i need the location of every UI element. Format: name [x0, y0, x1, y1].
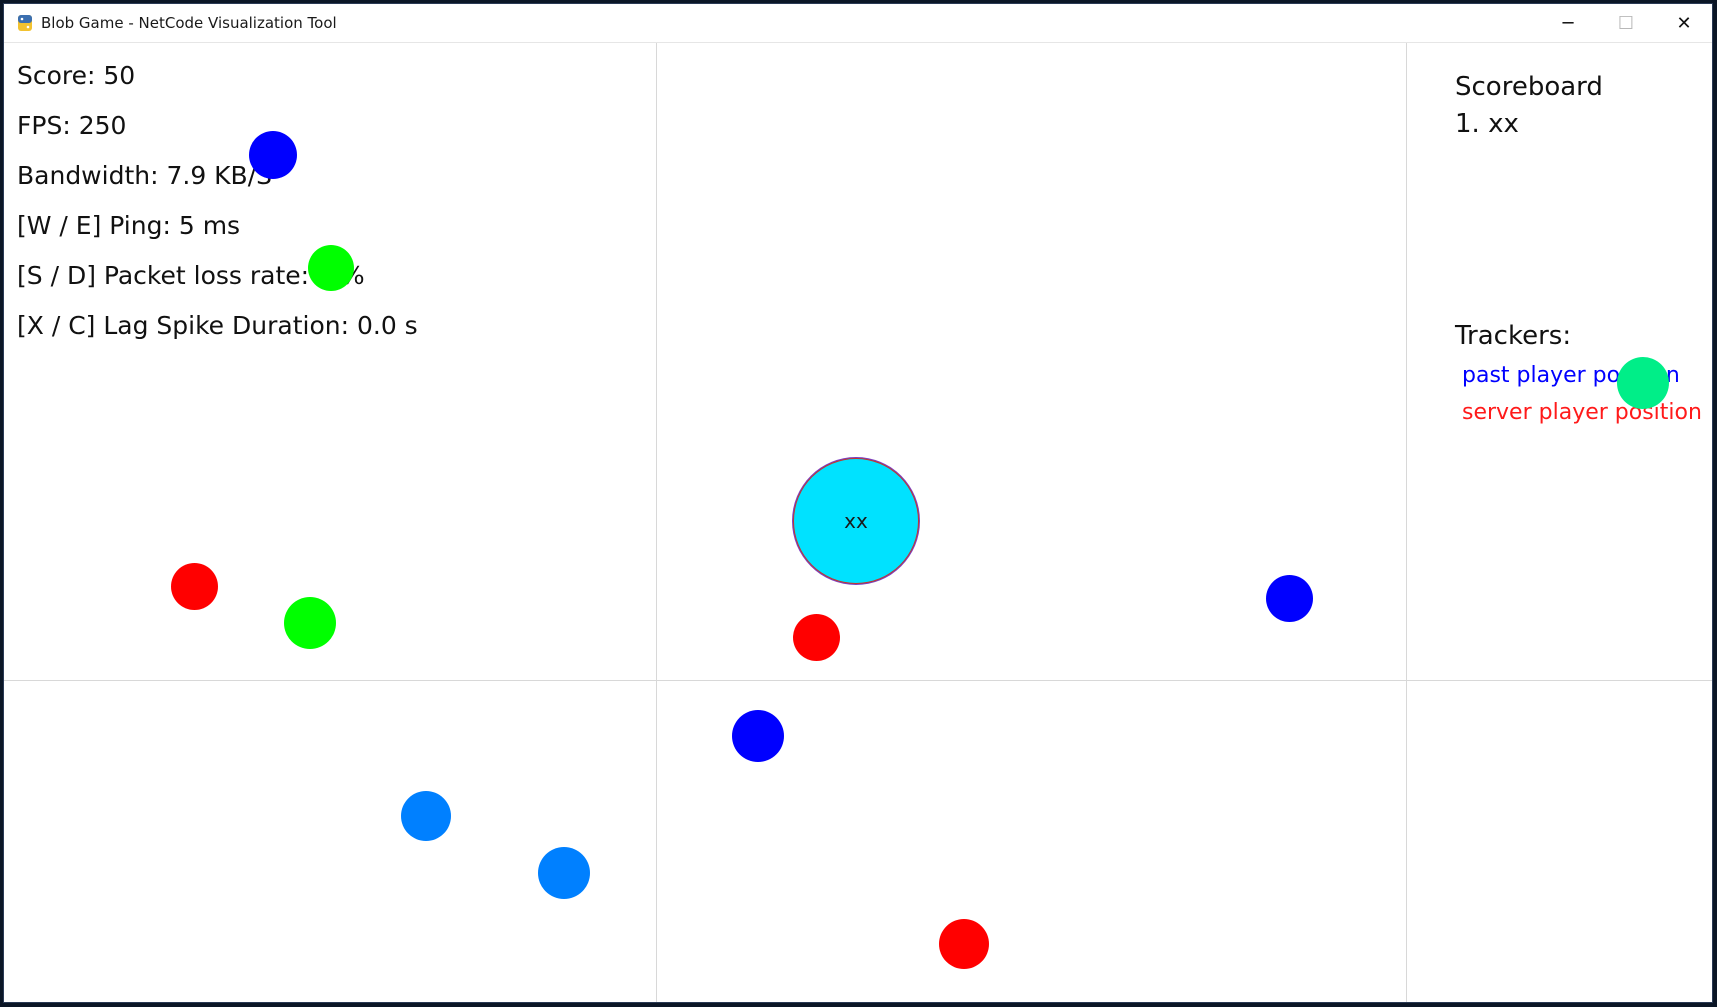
grid-line-horizontal	[4, 680, 1712, 681]
title-bar[interactable]: Blob Game - NetCode Visualization Tool ─…	[4, 4, 1712, 43]
minimize-button[interactable]: ─	[1540, 4, 1596, 42]
food-blob-blue	[1266, 575, 1313, 622]
lag-spike-text: [X / C] Lag Spike Duration: 0.0 s	[17, 311, 418, 340]
maximize-icon: ☐	[1618, 13, 1634, 34]
food-blob-azure	[538, 847, 590, 899]
food-blob-mint	[1617, 357, 1669, 409]
scoreboard-entry: 1. xx	[1455, 109, 1519, 139]
player-blob: xx	[794, 459, 918, 583]
fps-text: FPS: 250	[17, 111, 126, 140]
ping-text: [W / E] Ping: 5 ms	[17, 211, 240, 240]
food-blob-azure	[401, 791, 451, 841]
close-icon: ✕	[1676, 13, 1691, 34]
food-blob-red	[939, 919, 989, 969]
food-blob-blue	[249, 131, 297, 179]
window-title: Blob Game - NetCode Visualization Tool	[41, 14, 337, 32]
minimize-icon: ─	[1563, 13, 1574, 34]
game-window: Blob Game - NetCode Visualization Tool ─…	[4, 4, 1712, 1002]
food-blob-red	[793, 614, 840, 661]
food-blob-green	[284, 597, 336, 649]
food-blob-red	[171, 563, 218, 610]
score-text: Score: 50	[17, 61, 135, 90]
grid-line-vertical	[1406, 43, 1407, 1002]
trackers-title: Trackers:	[1455, 321, 1571, 351]
bandwidth-text: Bandwidth: 7.9 KB/S	[17, 161, 272, 190]
food-blob-blue	[732, 710, 784, 762]
tracker-server-position-label: server player position	[1462, 400, 1702, 425]
python-icon	[15, 13, 35, 33]
scoreboard-title: Scoreboard	[1455, 72, 1603, 102]
maximize-button[interactable]: ☐	[1598, 4, 1654, 42]
game-canvas[interactable]: Score: 50 FPS: 250 Bandwidth: 7.9 KB/S […	[4, 43, 1712, 1002]
food-blob-green	[308, 245, 354, 291]
player-name-label: xx	[844, 509, 868, 533]
close-button[interactable]: ✕	[1656, 4, 1712, 42]
grid-line-vertical	[656, 43, 657, 1002]
